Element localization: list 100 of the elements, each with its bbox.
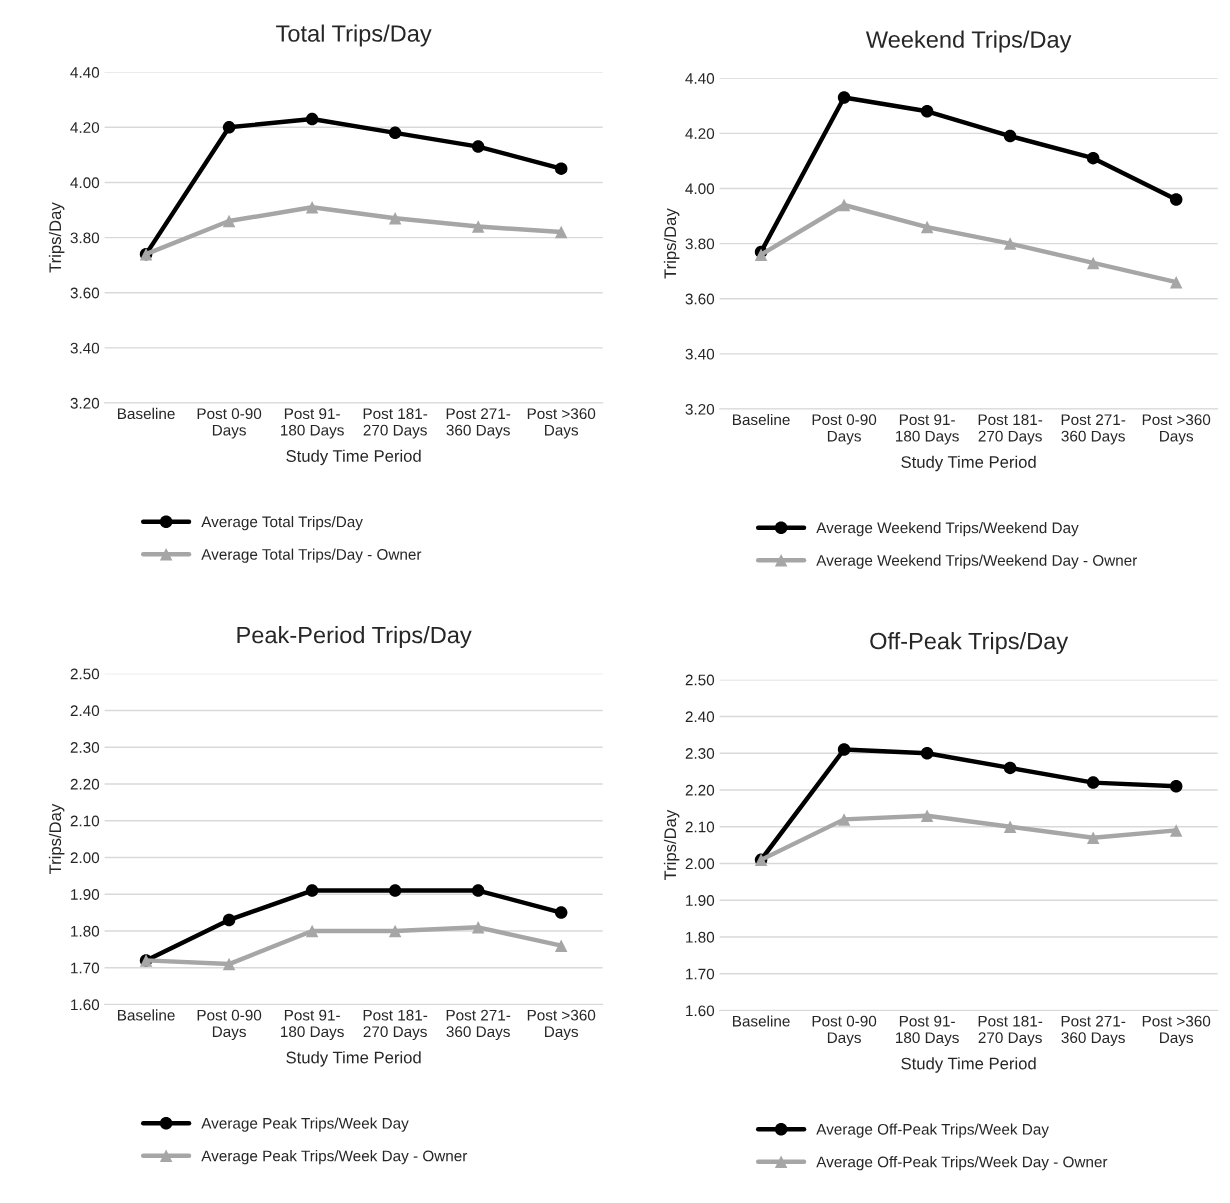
y-axis-title: Trips/Day	[48, 202, 65, 273]
point	[920, 220, 934, 234]
x-tick-label: Post 181- 270 Days	[978, 414, 1043, 445]
point	[1086, 256, 1100, 270]
point	[554, 225, 568, 239]
point	[471, 140, 485, 153]
y-tick-label: 4.20	[70, 122, 100, 133]
y-tick-label: 2.20	[70, 778, 100, 790]
legend-label: Average Peak Trips/Week Day - Owner	[201, 1150, 468, 1165]
point	[1003, 129, 1017, 143]
y-tick-label: 2.00	[70, 852, 100, 864]
y-tick-label: 1.70	[71, 962, 100, 974]
x-tick-label: Post 181- 270 Days	[363, 408, 428, 439]
x-axis-title: Study Time Period	[901, 455, 1036, 472]
y-tick-label: 1.70	[686, 968, 715, 980]
x-tick-label: Baseline	[733, 1015, 790, 1027]
y-tick-label: 2.50	[70, 668, 100, 680]
x-tick-label: Post 91- 180 Days	[896, 1015, 959, 1047]
y-tick-label: 4.00	[685, 183, 715, 195]
point	[388, 924, 402, 938]
point	[471, 220, 485, 233]
y-tick-label: 3.80	[70, 232, 100, 244]
y-tick-label: 2.10	[685, 821, 715, 833]
point	[1086, 776, 1100, 789]
point	[305, 884, 319, 897]
x-tick-label: Post 91- 180 Days	[281, 1009, 344, 1041]
point	[222, 121, 236, 134]
point	[837, 91, 851, 104]
point	[222, 957, 236, 971]
x-tick-label: Post 0-90 Days	[812, 1015, 877, 1047]
y-tick-label: 4.40	[685, 73, 715, 84]
y-tick-label: 2.40	[685, 711, 715, 723]
point	[305, 112, 319, 126]
point	[1086, 831, 1100, 845]
x-tick-label: Post >360 Days	[527, 408, 596, 439]
x-tick-label: Post 91- 180 Days	[896, 414, 959, 445]
chart-title: Peak-Period Trips/Day	[237, 626, 472, 649]
point	[1169, 193, 1183, 206]
y-tick-label: 4.20	[685, 128, 715, 140]
point	[1169, 275, 1183, 289]
point	[471, 884, 485, 897]
x-tick-label: Post 0-90 Days	[197, 408, 262, 439]
x-tick-label: Post >360 Days	[1142, 414, 1211, 445]
point	[1003, 237, 1017, 250]
x-tick-label: Baseline	[118, 407, 175, 420]
point	[222, 913, 236, 927]
legend-label: Average Off-Peak Trips/Week Day - Owner	[816, 1156, 1108, 1171]
point	[388, 212, 402, 225]
y-axis-title: Trips/Day	[663, 208, 680, 279]
y-tick-label: 1.60	[71, 999, 100, 1011]
y-tick-label: 3.20	[685, 403, 715, 415]
x-axis-title: Study Time Period	[901, 1057, 1036, 1073]
y-tick-label: 2.50	[685, 674, 715, 686]
point	[305, 924, 319, 938]
point	[388, 884, 402, 897]
point	[222, 214, 236, 228]
point	[837, 743, 851, 756]
point	[305, 201, 319, 214]
chart-title: Weekend Trips/Day	[865, 30, 1072, 53]
y-tick-label: 1.60	[686, 1005, 715, 1017]
x-tick-label: Post 91- 180 Days	[281, 408, 344, 439]
point	[388, 126, 402, 140]
point	[837, 198, 851, 212]
x-axis-title: Study Time Period	[286, 1051, 421, 1067]
x-tick-label: Post 0-90 Days	[812, 414, 877, 445]
y-tick-label: 3.20	[70, 397, 100, 409]
y-tick-label: 2.30	[70, 742, 100, 753]
legend-label: Average Total Trips/Day	[201, 516, 363, 531]
point	[554, 162, 568, 175]
x-tick-label: Post 181- 270 Days	[978, 1015, 1043, 1047]
x-tick-label: Post 271- 360 Days	[446, 408, 511, 439]
y-tick-label: 3.80	[685, 238, 715, 250]
legend-label: Average Weekend Trips/Weekend Day - Owner	[816, 554, 1138, 569]
y-axis-title: Trips/Day	[48, 803, 65, 875]
y-tick-label: 2.10	[70, 815, 100, 827]
point	[1169, 824, 1183, 837]
y-tick-label: 3.60	[70, 287, 100, 299]
y-tick-label: 2.00	[685, 858, 715, 870]
y-tick-label: 1.90	[686, 895, 715, 906]
y-tick-label: 1.80	[71, 925, 100, 937]
y-tick-label: 3.40	[685, 348, 715, 360]
y-tick-label: 2.40	[70, 705, 100, 717]
point	[920, 746, 934, 760]
chart-title: Total Trips/Day	[276, 24, 432, 47]
y-tick-label: 4.00	[70, 177, 100, 189]
y-axis-title: Trips/Day	[663, 809, 680, 881]
legend-label: Average Total Trips/Day - Owner	[201, 548, 422, 563]
x-axis-title: Study Time Period	[286, 449, 421, 466]
legend-label: Average Peak Trips/Week Day	[201, 1117, 409, 1132]
point	[1169, 780, 1183, 793]
x-tick-label: Post 271- 360 Days	[1061, 414, 1126, 445]
point	[1003, 820, 1017, 833]
y-tick-label: 3.60	[685, 293, 715, 305]
y-tick-label: 2.20	[685, 784, 715, 796]
x-tick-label: Post 271- 360 Days	[446, 1009, 511, 1041]
point	[554, 939, 568, 952]
point	[920, 105, 934, 118]
point	[1003, 761, 1017, 775]
point	[1086, 151, 1100, 165]
point	[920, 809, 934, 822]
